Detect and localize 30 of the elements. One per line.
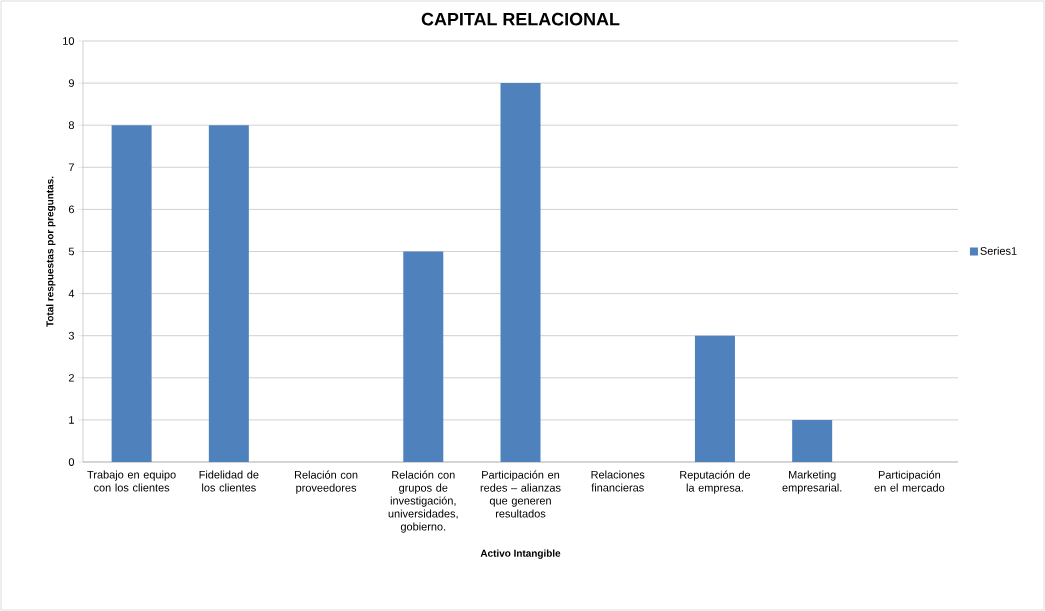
y-axis-title: Total respuestas por preguntas.: [46, 176, 56, 327]
chart-title: CAPITAL RELACIONAL: [421, 12, 620, 26]
y-tick-label: 4: [68, 289, 75, 298]
x-tick-label: Participación en el mercado: [874, 470, 945, 492]
x-tick-label: Participación en redes – alianzas que generen resultados: [480, 470, 561, 518]
bar: [694, 335, 735, 462]
y-tick-label: 10: [63, 37, 75, 45]
y-tick-label: 0: [68, 458, 75, 466]
y-tick-label: 1: [69, 416, 74, 424]
y-tick-label: 5: [68, 247, 75, 256]
y-tick-label: 6: [68, 205, 74, 214]
y-tick-label: 8: [68, 121, 74, 130]
bar: [208, 125, 249, 462]
bar: [792, 419, 833, 462]
y-tick-label: 7: [68, 163, 74, 172]
x-tick-label: Relación con grupos de investigación, universidades, gobierno.: [388, 470, 458, 533]
y-tick-label: 2: [68, 373, 74, 382]
x-axis-title: Activo Intangible: [480, 549, 561, 559]
x-tick-label: Fidelidad de los clientes: [199, 470, 259, 492]
legend-label: Series1: [980, 246, 1017, 255]
y-tick-label: 3: [68, 331, 74, 340]
x-tick-label: Relaciones financieras: [591, 470, 645, 492]
bar: [111, 125, 152, 462]
bar: [500, 83, 541, 462]
y-tick-label: 9: [68, 79, 74, 87]
x-tick-label: Marketing empresarial.: [782, 470, 842, 494]
x-tick-label: Reputación de la empresa.: [680, 470, 751, 494]
x-tick-label: Trabajo en equipo con los clientes: [87, 470, 176, 492]
x-tick-label: Relación con proveedores: [294, 470, 358, 494]
bar: [403, 251, 444, 462]
